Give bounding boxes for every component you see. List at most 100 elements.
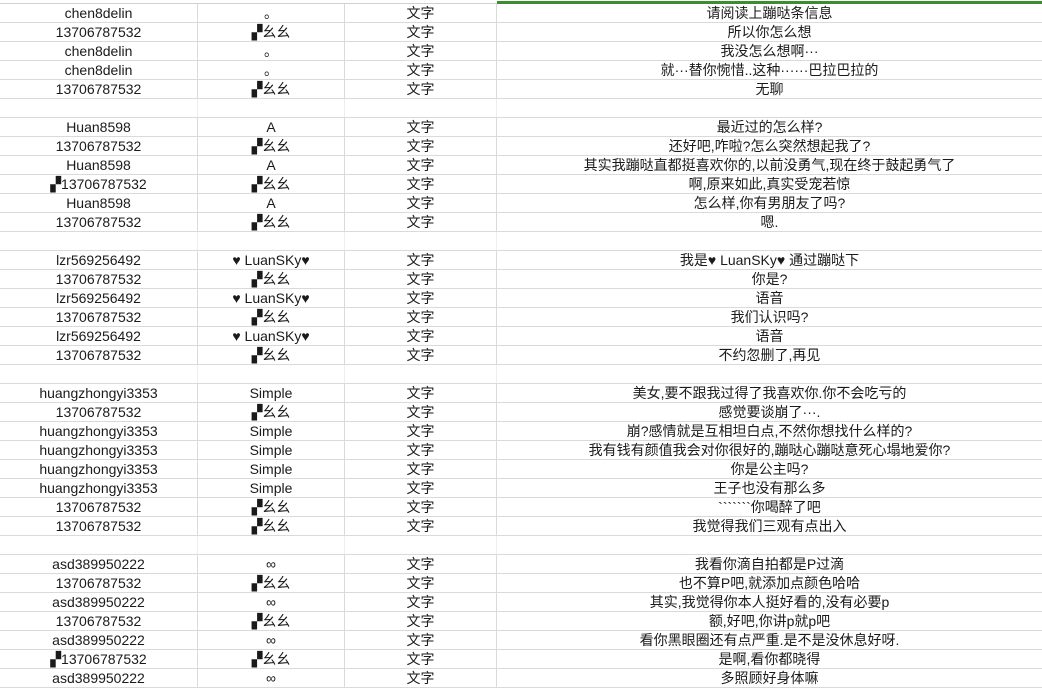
message-type-cell[interactable]: 文字 (345, 23, 497, 41)
message-type-cell[interactable]: 文字 (345, 137, 497, 155)
sender-id-cell[interactable]: lzr569256492 (0, 251, 198, 269)
message-content-cell[interactable]: 看你黑眼圈还有点严重.是不是没休息好呀. (639, 632, 900, 648)
sender-id-cell[interactable]: ▞13706787532 (0, 175, 198, 193)
message-type-cell[interactable]: 文字 (345, 517, 497, 535)
sender-id-cell[interactable]: huangzhongyi3353 (0, 479, 198, 497)
sender-id-cell[interactable]: Huan8598 (0, 118, 198, 136)
message-content-cell[interactable]: 所以你怎么想 (727, 24, 812, 40)
message-type-cell[interactable]: 文字 (345, 61, 497, 79)
nickname-cell[interactable] (198, 365, 345, 383)
nickname-cell[interactable]: 。 (198, 61, 345, 79)
nickname-cell[interactable]: ▞幺幺 (198, 574, 345, 592)
sender-id-cell[interactable]: asd389950222 (0, 631, 198, 649)
message-type-cell[interactable]: 文字 (345, 593, 497, 611)
sender-id-cell[interactable]: lzr569256492 (0, 327, 198, 345)
message-content-cell[interactable]: 嗯. (760, 214, 779, 230)
message-content-cell[interactable]: 啊,原来如此,真实受宠若惊 (688, 176, 851, 192)
message-type-cell[interactable]: 文字 (345, 460, 497, 478)
sender-id-cell[interactable]: huangzhongyi3353 (0, 441, 198, 459)
nickname-cell[interactable]: ♥ LuanSKy♥ (198, 251, 345, 269)
sender-id-cell[interactable]: 13706787532 (0, 137, 198, 155)
sender-id-cell[interactable]: ▞13706787532 (0, 650, 198, 668)
message-content-cell[interactable] (497, 99, 1042, 117)
sender-id-cell[interactable] (0, 232, 198, 250)
message-type-cell[interactable]: 文字 (345, 498, 497, 516)
message-type-cell[interactable]: 文字 (345, 4, 497, 22)
message-content-cell[interactable]: 你是公主吗? (730, 461, 809, 477)
nickname-cell[interactable]: ∞ (198, 555, 345, 573)
sender-id-cell[interactable]: chen8delin (0, 61, 198, 79)
sender-id-cell[interactable]: 13706787532 (0, 498, 198, 516)
message-type-cell[interactable]: 文字 (345, 441, 497, 459)
message-type-cell[interactable]: 文字 (345, 156, 497, 174)
nickname-cell[interactable]: ▞幺幺 (198, 80, 345, 98)
message-content-cell[interactable]: 其实我蹦哒直都挺喜欢你的,以前没勇气,现在终于鼓起勇气了 (583, 157, 956, 173)
sender-id-cell[interactable]: 13706787532 (0, 270, 198, 288)
message-type-cell[interactable]: 文字 (345, 80, 497, 98)
sender-id-cell[interactable]: 13706787532 (0, 403, 198, 421)
nickname-cell[interactable]: Simple (198, 479, 345, 497)
message-type-cell[interactable]: 文字 (345, 403, 497, 421)
sender-id-cell[interactable]: Huan8598 (0, 194, 198, 212)
message-type-cell[interactable]: 文字 (345, 308, 497, 326)
message-content-cell[interactable]: 王子也没有那么多 (713, 480, 826, 496)
message-type-cell[interactable]: 文字 (345, 251, 497, 269)
nickname-cell[interactable]: Simple (198, 422, 345, 440)
sender-id-cell[interactable]: 13706787532 (0, 213, 198, 231)
nickname-cell[interactable]: 。 (198, 4, 345, 22)
nickname-cell[interactable] (198, 232, 345, 250)
message-type-cell[interactable]: 文字 (345, 42, 497, 60)
message-type-cell[interactable]: 文字 (345, 574, 497, 592)
message-type-cell[interactable]: 文字 (345, 289, 497, 307)
sender-id-cell[interactable]: huangzhongyi3353 (0, 384, 198, 402)
message-type-cell[interactable]: 文字 (345, 631, 497, 649)
message-type-cell[interactable]: 文字 (345, 422, 497, 440)
message-type-cell[interactable] (345, 232, 497, 250)
message-content-cell[interactable]: 最近过的怎么样? (716, 119, 823, 135)
sender-id-cell[interactable]: 13706787532 (0, 80, 198, 98)
message-type-cell[interactable] (345, 99, 497, 117)
message-content-cell[interactable]: 感觉要谈崩了···. (718, 404, 821, 420)
nickname-cell[interactable]: A (198, 118, 345, 136)
message-type-cell[interactable]: 文字 (345, 213, 497, 231)
message-content-cell[interactable]: 多照顾好身体嘛 (720, 670, 819, 686)
sender-id-cell[interactable]: huangzhongyi3353 (0, 460, 198, 478)
sender-id-cell[interactable]: chen8delin (0, 4, 198, 22)
nickname-cell[interactable]: ▞幺幺 (198, 213, 345, 231)
message-content-cell[interactable]: 就···替你惋惜..这种······巴拉巴拉的 (660, 62, 879, 78)
sender-id-cell[interactable]: 13706787532 (0, 23, 198, 41)
message-type-cell[interactable] (345, 365, 497, 383)
message-type-cell[interactable]: 文字 (345, 270, 497, 288)
nickname-cell[interactable]: ▞幺幺 (198, 517, 345, 535)
sender-id-cell[interactable]: asd389950222 (0, 593, 198, 611)
message-type-cell[interactable]: 文字 (345, 650, 497, 668)
nickname-cell[interactable]: ∞ (198, 593, 345, 611)
sender-id-cell[interactable] (0, 365, 198, 383)
sender-id-cell[interactable]: 13706787532 (0, 574, 198, 592)
nickname-cell[interactable]: ▞幺幺 (198, 308, 345, 326)
message-type-cell[interactable]: 文字 (345, 346, 497, 364)
nickname-cell[interactable]: ▞幺幺 (198, 403, 345, 421)
message-content-cell[interactable]: 我有钱有颜值我会对你很好的,蹦哒心蹦哒意死心塌地爱你? (588, 442, 951, 458)
message-content-cell[interactable]: 美女,要不跟我过得了我喜欢你.你不会吃亏的 (632, 385, 907, 401)
nickname-cell[interactable]: ▞幺幺 (198, 612, 345, 630)
message-type-cell[interactable]: 文字 (345, 327, 497, 345)
message-content-cell[interactable]: 我看你滴自拍都是P过滴 (694, 556, 845, 572)
message-content-cell[interactable] (497, 365, 1042, 383)
nickname-cell[interactable]: Simple (198, 384, 345, 402)
message-content-cell[interactable]: 无聊 (755, 81, 784, 97)
nickname-cell[interactable]: ▞幺幺 (198, 498, 345, 516)
sender-id-cell[interactable]: 13706787532 (0, 346, 198, 364)
message-content-cell[interactable]: 你是? (751, 271, 788, 287)
nickname-cell[interactable]: ▞幺幺 (198, 137, 345, 155)
nickname-cell[interactable]: 。 (198, 42, 345, 60)
message-type-cell[interactable]: 文字 (345, 669, 497, 687)
sender-id-cell[interactable]: asd389950222 (0, 555, 198, 573)
message-type-cell[interactable]: 文字 (345, 479, 497, 497)
message-content-cell[interactable] (497, 536, 1042, 554)
sender-id-cell[interactable]: huangzhongyi3353 (0, 422, 198, 440)
message-content-cell[interactable]: 也不算P吧,就添加点颜色哈哈 (678, 575, 861, 591)
message-type-cell[interactable]: 文字 (345, 555, 497, 573)
nickname-cell[interactable]: A (198, 156, 345, 174)
sender-id-cell[interactable]: Huan8598 (0, 156, 198, 174)
